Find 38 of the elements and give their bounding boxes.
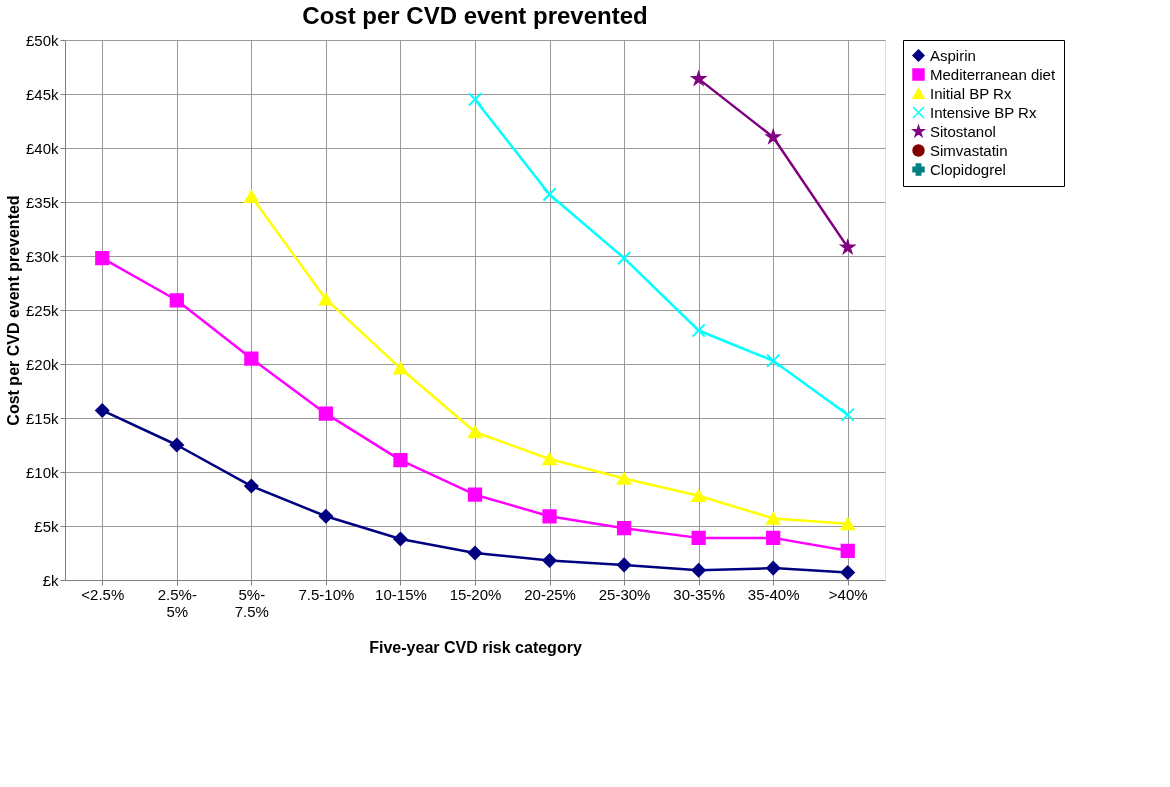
legend-label: Mediterranean diet	[930, 65, 1056, 83]
y-tick-label: £15k	[25, 409, 59, 427]
point	[766, 353, 781, 368]
y-tick-label: £25k	[25, 301, 59, 319]
x-tick-label: 35-40%	[747, 585, 800, 603]
legend-label: Intensive BP Rx	[930, 103, 1037, 121]
x-tick-label: >40%	[828, 585, 868, 603]
x-tick-label: 25-30%	[598, 585, 651, 603]
y-tick-label: £30k	[25, 247, 59, 265]
legend-label: Simvastatin	[930, 141, 1008, 159]
x-tick-label: 30-35%	[673, 585, 725, 603]
legend-label: Clopidogrel	[930, 160, 1006, 178]
y-tick-label: £40k	[25, 139, 59, 157]
x-tick-label: 20-25%	[524, 585, 576, 603]
legend-label: Initial BP Rx	[930, 84, 1012, 102]
x-tick-label: 7.5-10%	[298, 585, 355, 603]
y-tick-label: £k	[42, 571, 59, 589]
x-tick-label: 2.5%-5%	[157, 585, 197, 620]
y-tick-label: £35k	[25, 193, 59, 211]
point	[616, 251, 632, 266]
x-tick-label: 15-20%	[449, 585, 502, 603]
y-axis-title: Cost per CVD event prevented	[4, 195, 22, 426]
y-tick-label: £20k	[25, 355, 59, 373]
point	[467, 92, 483, 107]
point	[691, 323, 706, 338]
y-tick-label: £5k	[34, 517, 59, 535]
x-tick-label: <2.5%	[81, 585, 125, 603]
x-axis-title: Five-year CVD risk category	[369, 638, 582, 656]
legend-label: Aspirin	[930, 46, 976, 64]
y-tick-label: £10k	[25, 463, 59, 481]
point	[840, 407, 855, 422]
x-tick-label: 10-15%	[375, 585, 427, 603]
legend-label: Sitostanol	[930, 122, 996, 140]
point	[542, 187, 557, 202]
y-tick-label: £50k	[25, 31, 59, 49]
y-tick-label: £45k	[25, 85, 59, 103]
x-tick-label: 5%-7.5%	[234, 585, 269, 620]
chart-title: Cost per CVD event prevented	[302, 2, 648, 29]
